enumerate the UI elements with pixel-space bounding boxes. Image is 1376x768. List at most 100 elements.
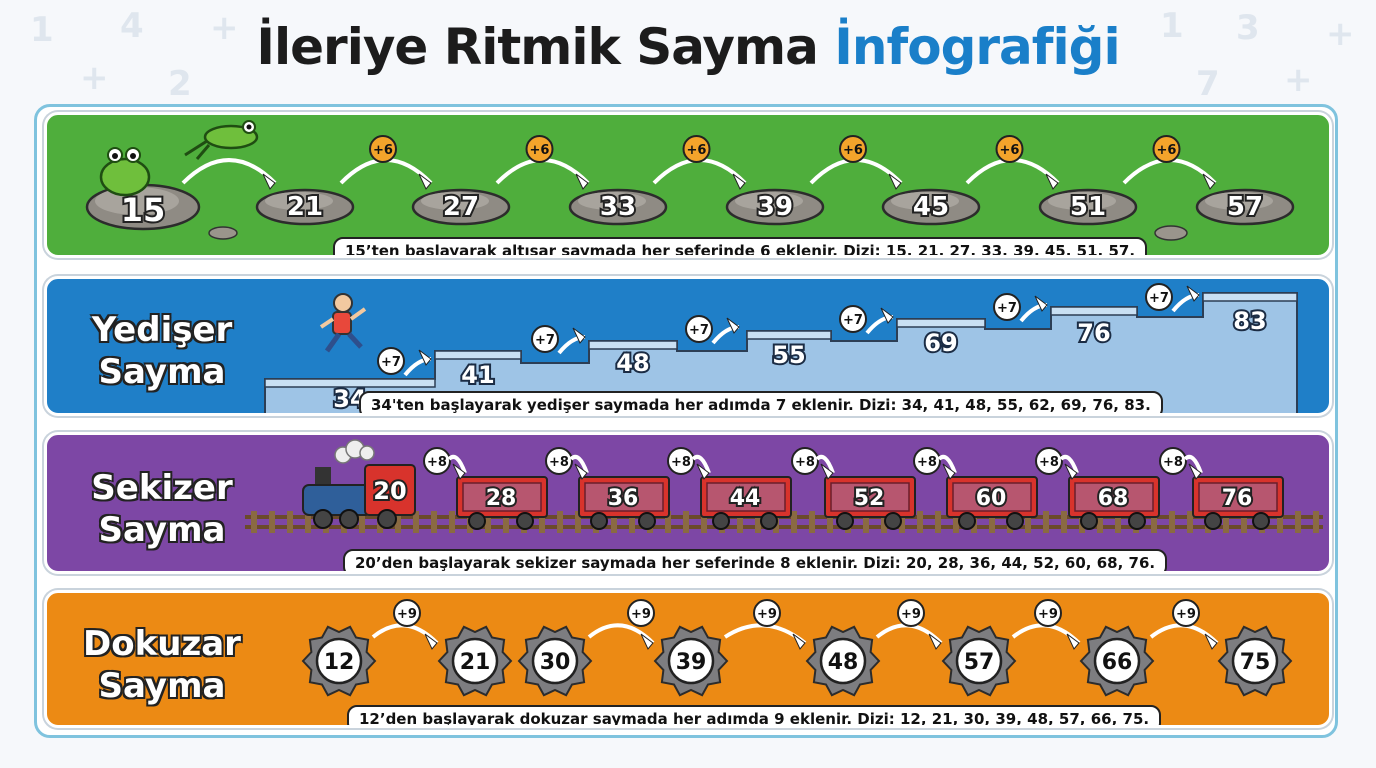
step-badge-label: +8 bbox=[1039, 455, 1059, 470]
step-arrow-head bbox=[880, 307, 894, 324]
step-arrow bbox=[875, 623, 943, 645]
step-arrow-head bbox=[1204, 633, 1218, 650]
rock-number: 39 bbox=[757, 192, 793, 222]
rail-tie bbox=[611, 511, 617, 533]
wheel bbox=[1006, 512, 1024, 530]
rock-number: 21 bbox=[287, 192, 323, 222]
step-badge bbox=[913, 447, 941, 475]
background-digit-4: 4 bbox=[120, 6, 144, 46]
row-dokuzar-label: Dokuzar Sayma bbox=[57, 623, 267, 707]
rail-tie bbox=[683, 511, 689, 533]
step-arrow bbox=[815, 454, 835, 474]
step-badge bbox=[423, 447, 451, 475]
jump-arrow-head bbox=[1202, 173, 1216, 190]
gear-number: 21 bbox=[460, 650, 491, 675]
step-badge bbox=[393, 599, 421, 627]
row-sekizer-label-line1: Sekizer bbox=[91, 468, 233, 508]
pebble bbox=[1154, 225, 1188, 241]
step-badge-label: +7 bbox=[689, 323, 709, 338]
step-badge-label: +8 bbox=[1163, 455, 1183, 470]
rail-tie bbox=[449, 511, 455, 533]
wheel bbox=[1080, 512, 1098, 530]
step-arrow-head bbox=[574, 463, 588, 480]
step-badge-label: +7 bbox=[843, 313, 863, 328]
rail-tie bbox=[791, 511, 797, 533]
rock-highlight bbox=[735, 192, 803, 210]
rail-tie bbox=[413, 511, 419, 533]
gear-hub bbox=[667, 637, 715, 685]
step-badge-label: +8 bbox=[795, 455, 815, 470]
row-yedisar-label: Yedişer Sayma bbox=[57, 309, 267, 393]
step-badge bbox=[545, 447, 573, 475]
step-badge bbox=[667, 447, 695, 475]
jump-arrow-head bbox=[262, 173, 276, 190]
rail-tie bbox=[935, 511, 941, 533]
rock-highlight bbox=[1048, 192, 1116, 210]
step-badge-label: +7 bbox=[381, 355, 401, 370]
rock-number: 45 bbox=[913, 192, 949, 222]
wheel bbox=[712, 512, 730, 530]
step-arrow-head bbox=[1064, 463, 1078, 480]
gear-number: 30 bbox=[540, 650, 571, 675]
rail-tie bbox=[665, 511, 671, 533]
jump-arrow bbox=[339, 158, 433, 185]
gear-number: 57 bbox=[964, 650, 995, 675]
row-sekizer-label: Sekizer Sayma bbox=[57, 467, 267, 551]
row-dokuzar-label-line1: Dokuzar bbox=[83, 624, 241, 664]
step-arrow-head bbox=[424, 633, 438, 650]
gear-number: 39 bbox=[676, 650, 707, 675]
wheel bbox=[516, 512, 534, 530]
rock-highlight bbox=[891, 192, 959, 210]
step-arrow-head bbox=[640, 633, 654, 650]
step-badge bbox=[753, 599, 781, 627]
step-badge bbox=[995, 135, 1024, 163]
step-arrow bbox=[691, 454, 711, 474]
step-arrow-head bbox=[572, 327, 586, 344]
stair-number: 41 bbox=[461, 361, 494, 389]
gear-hub bbox=[955, 637, 1003, 685]
gear-number: 12 bbox=[324, 650, 355, 675]
gear-hub bbox=[1231, 637, 1279, 685]
frog-sitting-icon bbox=[99, 147, 151, 197]
step-badge bbox=[685, 315, 713, 343]
gear-hub bbox=[531, 637, 579, 685]
step-badge-label: +7 bbox=[1149, 291, 1169, 306]
step-badge bbox=[1172, 599, 1200, 627]
step-arrow bbox=[1149, 623, 1219, 645]
step-arrow-head bbox=[418, 349, 432, 366]
rail-tie bbox=[1043, 511, 1049, 533]
step-arrow bbox=[1183, 454, 1203, 474]
step-badge-label: +6 bbox=[373, 143, 393, 158]
row-altisar-caption: 15’ten başlayarak altışar saymada her se… bbox=[333, 237, 1148, 255]
jump-arrow-head bbox=[732, 173, 746, 190]
rail-tie bbox=[1115, 511, 1121, 533]
rock-highlight bbox=[1205, 192, 1273, 210]
rail-tie bbox=[755, 511, 761, 533]
rail-tie bbox=[539, 511, 545, 533]
step-badge bbox=[1145, 283, 1173, 311]
jump-arrow bbox=[1122, 158, 1217, 185]
jump-arrow-head bbox=[888, 173, 902, 190]
rail-tie bbox=[359, 511, 365, 533]
step-badge bbox=[627, 599, 655, 627]
train-car-window bbox=[952, 482, 1032, 512]
step-arrow-head bbox=[1066, 633, 1080, 650]
step-arrow bbox=[1059, 454, 1079, 474]
train-car-number: 76 bbox=[1222, 486, 1253, 511]
rail-tie bbox=[737, 511, 743, 533]
row-sekizer-panel: Sekizer Sayma 20 28 +8 36 +8 44 +8 52 +8 60 +8 68 +8… bbox=[44, 432, 1332, 574]
train-car-number: 44 bbox=[730, 486, 761, 511]
running-boy-icon bbox=[319, 293, 367, 353]
rail-tie bbox=[899, 511, 905, 533]
jump-arrow bbox=[495, 158, 590, 185]
background-digit-7: 7 bbox=[1196, 64, 1220, 104]
step-arrow-head bbox=[452, 463, 466, 480]
background-plus: + bbox=[1284, 60, 1313, 100]
pebble bbox=[208, 226, 238, 240]
step-arrow-head bbox=[726, 317, 740, 334]
step-badge bbox=[839, 135, 867, 163]
step-badge bbox=[1159, 447, 1187, 475]
step-badge bbox=[531, 325, 559, 353]
rail-tie bbox=[395, 511, 401, 533]
row-sekizer-illustration: 20 28 +8 36 +8 44 +8 52 +8 60 +8 68 +8 76 +8 bbox=[245, 439, 1323, 533]
